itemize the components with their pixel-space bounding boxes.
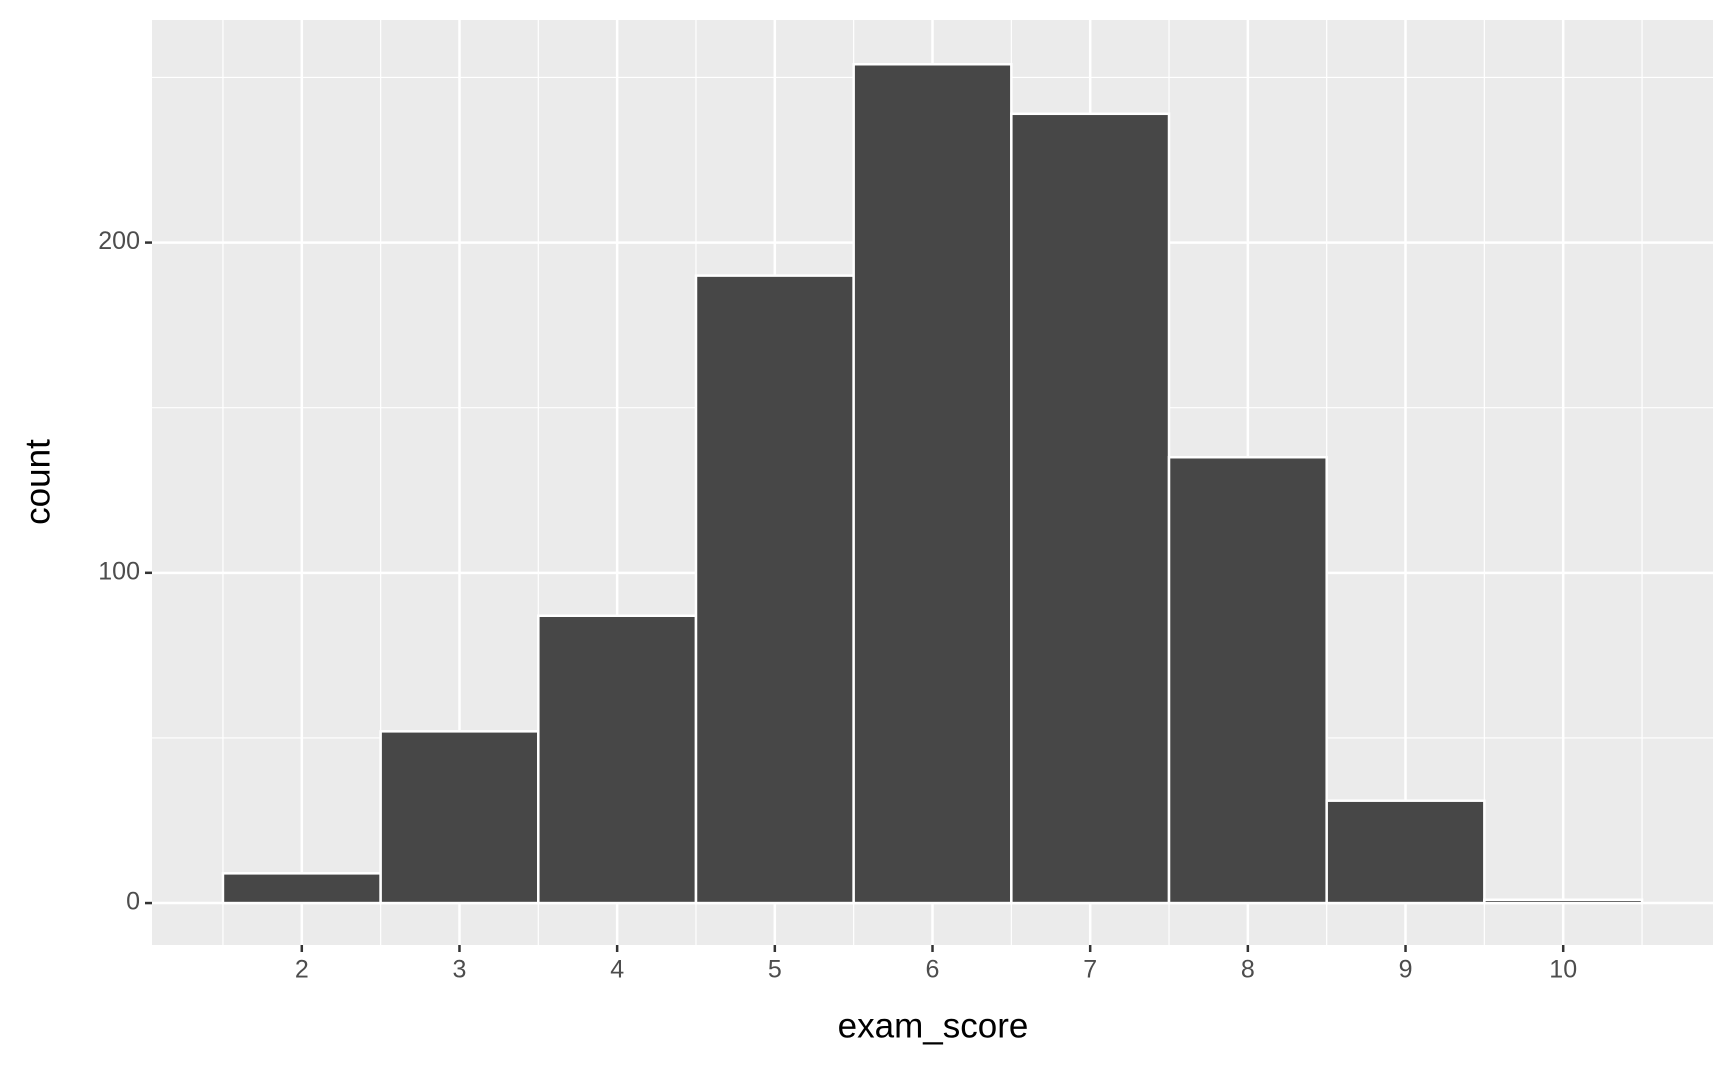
y-axis-title: count: [18, 439, 57, 525]
bar: [694, 274, 855, 905]
x-tick-label: 6: [926, 956, 940, 984]
bar: [1167, 455, 1328, 905]
bar: [537, 614, 698, 905]
x-axis-title: exam_score: [838, 1006, 1029, 1045]
x-tick-label: 4: [610, 956, 624, 984]
x-tick-label: 10: [1549, 956, 1577, 984]
y-tick-label: 0: [126, 888, 140, 916]
x-tick-label: 9: [1399, 956, 1413, 984]
x-tick-label: 3: [453, 956, 467, 984]
x-tick-label: 7: [1083, 956, 1097, 984]
bar: [1483, 898, 1644, 905]
bar: [852, 63, 1013, 905]
bar: [221, 872, 382, 905]
bar: [1010, 112, 1171, 905]
x-tick-label: 5: [768, 956, 782, 984]
x-tick-label: 2: [295, 956, 309, 984]
y-tick-label: 100: [98, 557, 140, 585]
bar: [379, 730, 540, 905]
x-tick-label: 8: [1241, 956, 1255, 984]
y-tick-label: 200: [98, 227, 140, 255]
bar: [1325, 799, 1486, 905]
